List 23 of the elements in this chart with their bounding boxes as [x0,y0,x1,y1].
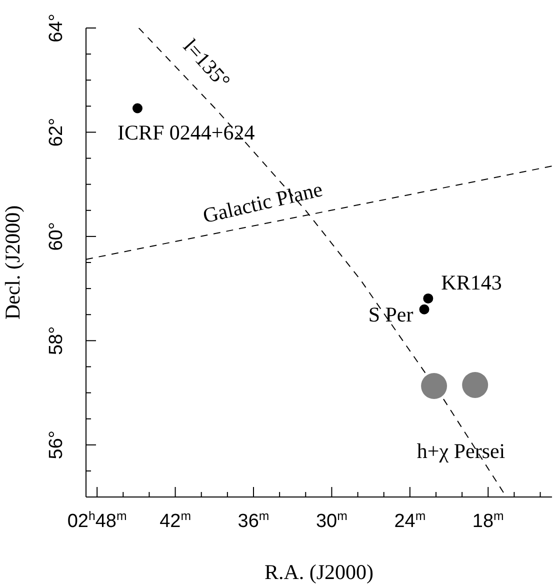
y-tick-label: 58° [46,326,67,356]
annotation: ICRF 0244+624 [117,120,256,144]
point [421,373,448,400]
annotation: KR143 [441,270,502,294]
y-axis-title: Decl. (J2000) [0,205,24,320]
x-tick-label: 02$^{h}$48$^{m}$ [67,509,127,532]
y-tick-label: 60° [46,222,67,251]
y-tick-label: 56° [46,430,67,460]
point [132,103,142,114]
annotation: h+χ Persei [416,439,506,464]
x-tick-label: 42$^{m}$ [160,509,192,532]
y-tick-label: 64° [46,14,67,42]
y-tick-label: 62° [46,118,67,147]
x-axis-title: R.A. (J2000) [264,560,374,584]
x-tick-label: 30$^{m}$ [316,509,348,532]
x-tick-label: 24$^{m}$ [394,509,426,532]
point [419,304,430,314]
point [423,293,434,304]
annotation: S Per [368,302,414,326]
x-tick-label: 18$^{m}$ [472,509,504,532]
x-tick-label: 36$^{m}$ [238,509,270,532]
annotation: Galactic Plane [200,177,325,228]
point [462,372,488,398]
